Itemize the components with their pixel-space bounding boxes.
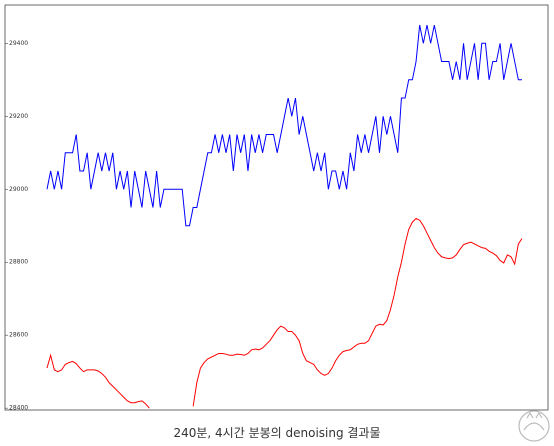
y-tick-label: 28800 — [9, 259, 28, 266]
line-series — [46, 24, 522, 227]
y-tick-label: 28600 — [9, 332, 28, 339]
plot-frame — [4, 4, 549, 411]
y-tick-label: 28400 — [9, 405, 28, 412]
caption: 240분, 4시간 분봉의 denoising 결과물 — [173, 426, 380, 440]
y-tick-label: 29000 — [9, 186, 28, 193]
y-tick-label: 29400 — [9, 40, 28, 47]
line-series — [46, 217, 523, 409]
y-tick-label: 29200 — [9, 113, 28, 120]
cat-icon — [518, 410, 550, 442]
